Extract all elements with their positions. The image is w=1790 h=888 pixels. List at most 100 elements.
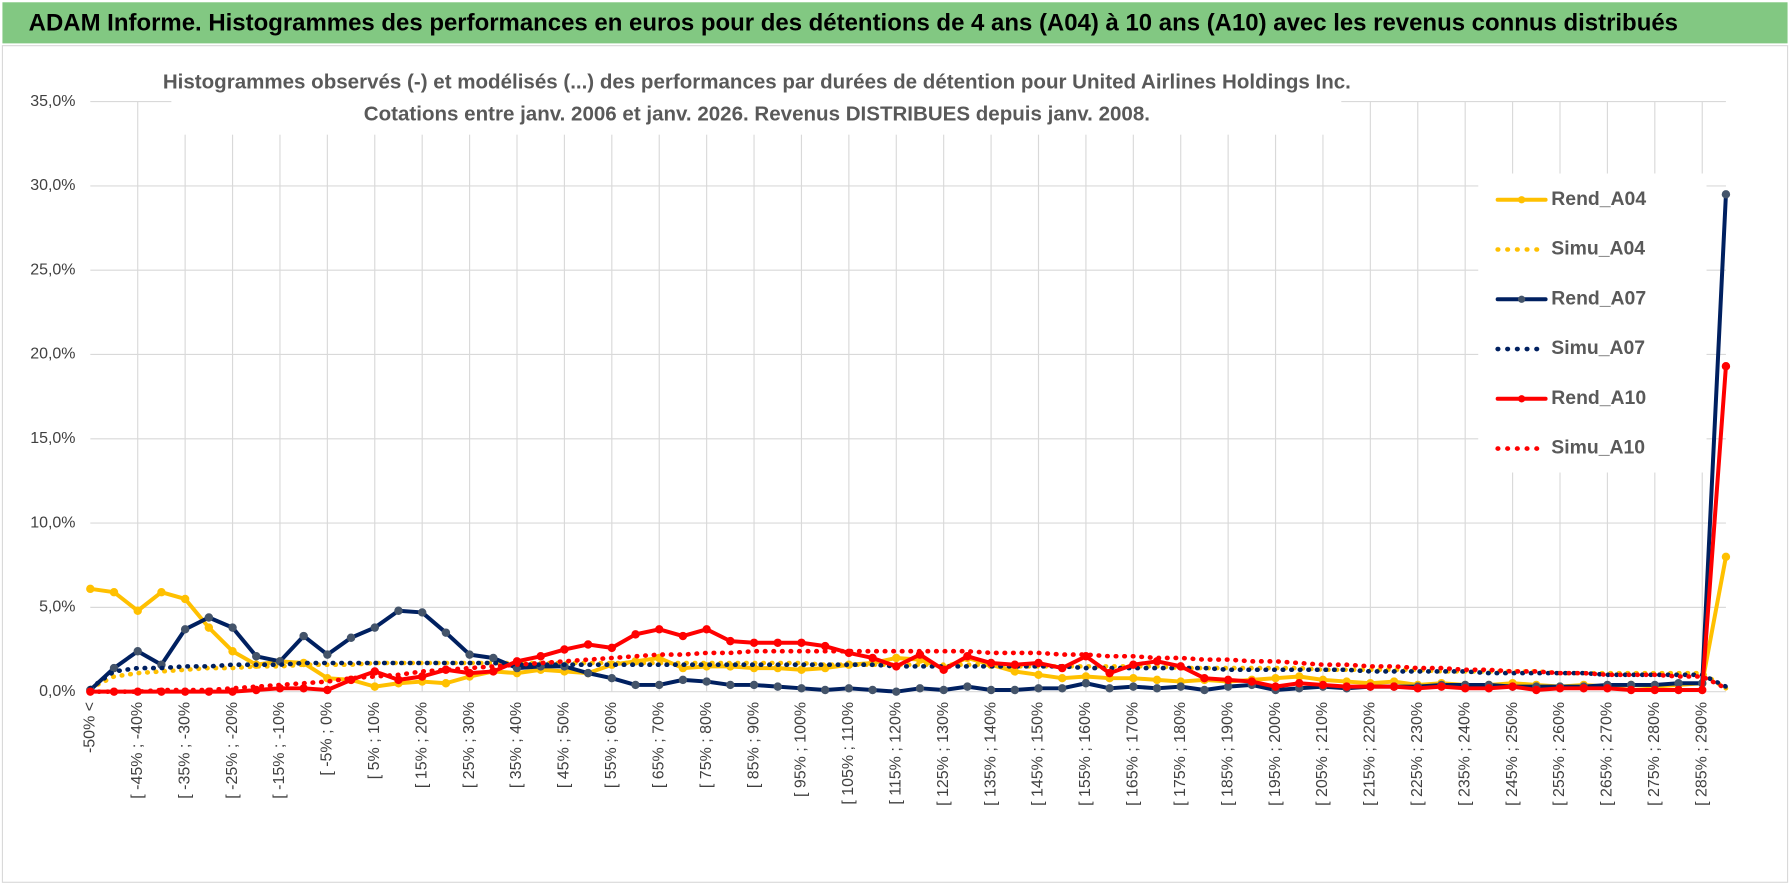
x-tick-label: [ 175% ; 180% xyxy=(1172,702,1189,806)
series-marker xyxy=(394,606,403,615)
legend-label: Rend_A07 xyxy=(1551,287,1646,309)
series-marker xyxy=(1105,668,1114,678)
y-tick-label: 15,0% xyxy=(30,430,75,447)
banner-title: ADAM Informe. Histogrammes des performan… xyxy=(29,9,1678,36)
series-marker xyxy=(180,625,190,634)
series-marker xyxy=(1271,673,1280,683)
series-marker xyxy=(820,641,830,651)
y-tick-label: 5,0% xyxy=(39,599,75,616)
x-tick-label: [ 95% ; 100% xyxy=(793,702,810,797)
series-marker xyxy=(678,675,688,685)
legend-marker xyxy=(1517,395,1526,403)
series-marker xyxy=(346,633,356,642)
x-tick-label: [ 155% ; 160% xyxy=(1077,702,1094,806)
series-marker xyxy=(204,613,214,622)
x-tick-label: [ 145% ; 150% xyxy=(1030,702,1047,806)
x-tick-label: [ 275% ; 280% xyxy=(1646,702,1663,806)
series-marker xyxy=(252,652,261,661)
series-marker xyxy=(797,665,806,674)
series-marker xyxy=(1271,682,1280,691)
series-marker xyxy=(1247,677,1257,686)
x-tick-label: -50% < xyxy=(82,702,99,753)
banner-bar xyxy=(2,2,1788,44)
series-marker xyxy=(726,680,735,690)
series-marker xyxy=(797,638,806,648)
series-marker xyxy=(702,625,711,634)
x-tick-label: [ 255% ; 260% xyxy=(1551,702,1568,806)
series-marker xyxy=(820,685,830,695)
series-marker xyxy=(1437,682,1446,691)
series-marker xyxy=(1603,684,1612,693)
series-marker xyxy=(536,652,545,661)
series-marker xyxy=(417,608,427,617)
series-marker xyxy=(1176,662,1185,671)
series-line xyxy=(88,192,1728,694)
series-marker xyxy=(323,685,332,695)
series-marker xyxy=(655,680,664,690)
series-marker xyxy=(749,680,759,690)
series-marker xyxy=(394,675,403,685)
x-tick-label: [ 225% ; 230% xyxy=(1409,702,1426,806)
series-marker xyxy=(1579,684,1588,693)
series-marker xyxy=(655,625,664,634)
series-marker xyxy=(939,665,948,674)
series-marker xyxy=(963,682,972,691)
series-marker xyxy=(228,623,237,632)
series-marker xyxy=(797,684,806,693)
series-marker xyxy=(1152,675,1162,685)
series-marker xyxy=(1129,673,1138,683)
x-tick-label: [ 15% ; 20% xyxy=(413,702,430,788)
series-marker xyxy=(1342,682,1351,691)
x-tick-label: [ -25% ; -20% xyxy=(224,702,241,799)
x-tick-label: [ -45% ; -40% xyxy=(129,702,146,799)
x-tick-label: [ 195% ; 200% xyxy=(1267,702,1284,806)
series-marker xyxy=(1318,680,1328,690)
series-marker xyxy=(489,667,498,676)
series-marker xyxy=(1010,660,1020,669)
series-marker xyxy=(1152,684,1162,693)
series-marker xyxy=(1366,682,1375,691)
chart-subtitle: Cotations entre janv. 2006 et janv. 2026… xyxy=(364,103,1150,126)
series-marker xyxy=(939,685,948,695)
series-marker xyxy=(1721,190,1731,199)
series-line xyxy=(88,648,1729,694)
series-marker xyxy=(1034,670,1043,680)
legend-label: Rend_A04 xyxy=(1551,188,1646,210)
series-marker xyxy=(678,631,688,641)
x-tick-label: [ 105% ; 110% xyxy=(840,702,857,805)
x-tick-label: [ 165% ; 170% xyxy=(1125,702,1142,806)
legend-label: Simu_A07 xyxy=(1551,337,1645,359)
y-tick-label: 25,0% xyxy=(30,261,75,278)
series-marker xyxy=(560,645,569,654)
series-marker xyxy=(1129,660,1138,669)
series-marker xyxy=(892,653,901,663)
series-marker xyxy=(1057,673,1067,683)
series-marker xyxy=(1698,685,1707,695)
series-marker xyxy=(299,684,308,693)
series-marker xyxy=(1484,684,1494,693)
chart-frame xyxy=(1,45,1789,883)
series-marker xyxy=(299,631,308,641)
legend-label: Simu_A04 xyxy=(1551,238,1645,260)
series-marker xyxy=(1010,685,1020,695)
series-marker xyxy=(607,643,617,653)
x-tick-label: [ 25% ; 30% xyxy=(461,702,478,788)
x-tick-label: [ 215% ; 220% xyxy=(1362,702,1379,806)
series-marker xyxy=(1674,685,1683,695)
series-marker xyxy=(370,623,379,632)
series-marker xyxy=(1057,663,1067,673)
series-marker xyxy=(702,677,711,686)
title-box xyxy=(171,66,1342,135)
series-marker xyxy=(1057,684,1067,693)
series-marker xyxy=(583,640,593,649)
y-tick-label: 20,0% xyxy=(30,346,75,363)
legend-marker xyxy=(1517,295,1526,303)
series-marker xyxy=(1389,682,1399,691)
x-tick-label: [ -35% ; -30% xyxy=(176,702,193,799)
series-marker xyxy=(441,679,451,688)
series-marker xyxy=(868,653,877,663)
series-marker xyxy=(1176,682,1185,691)
series-marker xyxy=(157,587,166,597)
series-marker xyxy=(1200,685,1209,695)
x-tick-label: [ 45% ; 50% xyxy=(556,702,573,788)
